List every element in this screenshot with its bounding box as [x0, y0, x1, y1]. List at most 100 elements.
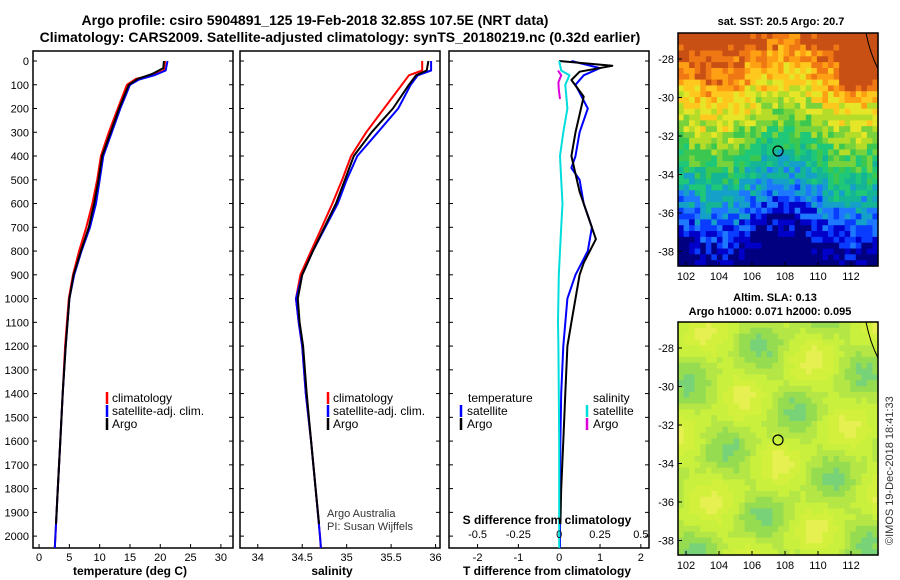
map-cell — [861, 242, 868, 250]
map-cell — [755, 473, 762, 480]
map-cell — [705, 514, 712, 521]
map-cell — [861, 351, 868, 358]
map-cell — [733, 155, 740, 162]
map-cell — [700, 461, 707, 469]
map-cell — [872, 403, 879, 410]
map-cell — [844, 380, 851, 387]
map-cell — [761, 368, 768, 376]
map-cell — [850, 450, 857, 457]
map-cell — [800, 213, 807, 220]
map-cell — [783, 426, 790, 434]
map-cell — [694, 236, 701, 244]
map-cell — [700, 56, 707, 63]
map-cell — [766, 368, 774, 376]
map-cell — [855, 450, 862, 457]
map-cell — [783, 397, 790, 405]
map-cell — [794, 421, 801, 428]
map-cell — [694, 403, 701, 410]
map-cell — [861, 467, 868, 475]
map-cell — [783, 126, 790, 133]
s-tick-label: 0.5 — [633, 529, 648, 541]
y-tick-label: 1900 — [5, 507, 29, 519]
map-cell — [816, 219, 824, 226]
map-cell — [816, 374, 824, 381]
map-cell — [722, 155, 729, 162]
map-cell — [866, 213, 874, 220]
legend-label-satellite: satellite-adj. clim. — [333, 404, 425, 418]
map-cell — [778, 161, 785, 168]
map-cell — [705, 248, 712, 255]
map-cell — [872, 345, 879, 352]
map-cell — [844, 50, 851, 57]
map-cell — [855, 91, 862, 98]
map-cell — [700, 362, 707, 370]
map-cell — [833, 114, 840, 121]
map-cell — [716, 254, 724, 261]
map-cell — [772, 543, 779, 550]
map-cell — [689, 67, 696, 75]
map-cell — [705, 374, 712, 381]
map-cell — [828, 91, 835, 98]
map-cell — [816, 502, 824, 509]
map-cell — [750, 137, 757, 145]
map-cell — [711, 38, 718, 46]
map-cell — [716, 397, 724, 405]
map-cell — [739, 97, 746, 104]
map-cell — [828, 421, 835, 428]
map-cell — [689, 201, 696, 209]
map-cell — [789, 327, 796, 335]
map-cell — [816, 327, 824, 335]
map-cell — [694, 79, 701, 87]
map-cell — [728, 44, 735, 52]
map-cell — [678, 172, 685, 180]
map-cell — [728, 201, 735, 209]
map-cell — [772, 339, 779, 346]
map-cell — [844, 421, 851, 428]
map-cell — [711, 426, 718, 434]
map-cell — [800, 231, 807, 238]
map-cell — [750, 149, 757, 156]
map-cell — [805, 351, 812, 358]
map-cell — [733, 322, 740, 329]
map-cell — [761, 525, 768, 533]
map-cell — [833, 132, 840, 139]
map-cell — [744, 450, 751, 457]
map-cell — [722, 143, 729, 151]
map-cell — [855, 213, 862, 220]
map-cell — [739, 386, 746, 393]
map-cell — [839, 461, 846, 469]
map-cell — [683, 380, 690, 387]
map-cell — [711, 132, 718, 139]
map-cell — [733, 120, 740, 127]
map-cell — [833, 351, 840, 358]
map-cell — [689, 450, 696, 457]
map-cell — [833, 242, 840, 250]
map-cell — [744, 38, 751, 46]
map-cell — [733, 91, 740, 98]
map-cell — [739, 514, 746, 521]
map-cell — [822, 327, 829, 335]
map-cell — [833, 166, 840, 174]
map-cell — [678, 426, 685, 434]
map-cell — [678, 213, 685, 220]
map-cell — [866, 386, 874, 393]
map-cell — [705, 254, 712, 261]
map-cell — [678, 50, 685, 57]
map-cell — [716, 143, 724, 151]
map-cell — [694, 225, 701, 232]
map-cell — [811, 213, 818, 220]
map-cell — [728, 166, 735, 174]
map-cell — [778, 403, 785, 410]
map-cell — [766, 391, 774, 399]
map-cell — [716, 62, 724, 69]
map-cell — [683, 137, 690, 145]
map-cell — [755, 213, 762, 220]
coastline — [865, 32, 879, 70]
map-cell — [733, 327, 740, 335]
salinity-plot: 34 34.5 35 35.5 36 — [240, 60, 442, 564]
map-cell — [833, 190, 840, 197]
map-cell — [805, 415, 812, 422]
x-tick-label: 110 — [809, 560, 827, 572]
map-cell — [855, 155, 862, 162]
map-cell — [839, 549, 846, 556]
